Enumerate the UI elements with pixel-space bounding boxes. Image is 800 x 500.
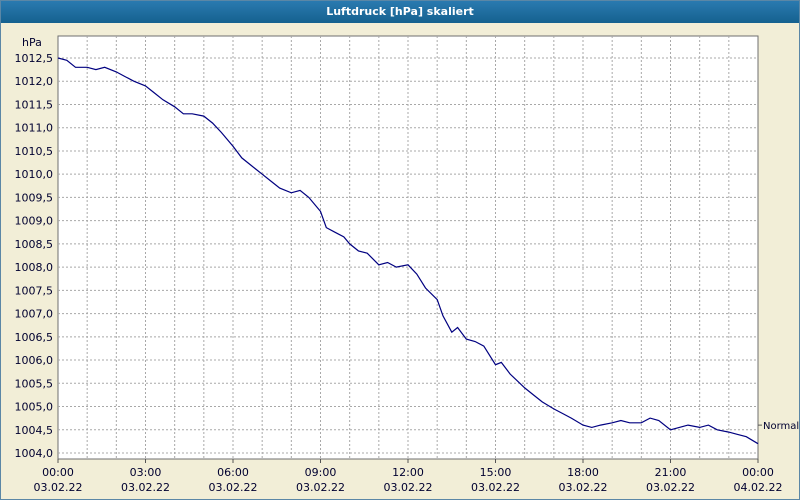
- svg-text:1011,0: 1011,0: [15, 122, 54, 135]
- pressure-line: [57, 57, 759, 445]
- svg-text:1007,5: 1007,5: [15, 284, 54, 297]
- svg-text:1012,5: 1012,5: [15, 52, 54, 65]
- svg-text:03.02.22: 03.02.22: [296, 481, 345, 494]
- svg-text:03.02.22: 03.02.22: [646, 481, 695, 494]
- svg-text:1005,0: 1005,0: [15, 401, 54, 414]
- normal-annotation: Normal: [758, 421, 799, 432]
- svg-text:1005,5: 1005,5: [15, 377, 54, 390]
- svg-text:1007,0: 1007,0: [15, 308, 54, 321]
- y-axis-labels: 1012,5 1012,0 1011,5 1011,0 1010,5 1010,0 1009…: [15, 52, 54, 460]
- x-axis-labels: 00:00 03.02.22 03:00 03.02.22 06:00 03.02.22 0…: [34, 459, 783, 494]
- svg-text:1004,5: 1004,5: [15, 424, 54, 437]
- svg-text:00:00: 00:00: [742, 466, 774, 479]
- svg-text:1009,0: 1009,0: [15, 215, 54, 228]
- svg-text:00:00: 00:00: [42, 466, 74, 479]
- svg-text:06:00: 06:00: [217, 466, 249, 479]
- y-axis-unit-label: hPa: [22, 36, 42, 49]
- svg-text:03:00: 03:00: [130, 466, 162, 479]
- svg-text:21:00: 21:00: [655, 466, 687, 479]
- svg-text:1006,0: 1006,0: [15, 354, 54, 367]
- svg-text:04.02.22: 04.02.22: [734, 481, 783, 494]
- svg-text:15:00: 15:00: [480, 466, 512, 479]
- svg-text:03.02.22: 03.02.22: [384, 481, 433, 494]
- svg-text:18:00: 18:00: [567, 466, 599, 479]
- svg-text:1012,0: 1012,0: [15, 75, 54, 88]
- svg-text:1010,0: 1010,0: [15, 168, 54, 181]
- svg-text:1009,5: 1009,5: [15, 191, 54, 204]
- svg-text:03.02.22: 03.02.22: [209, 481, 258, 494]
- svg-text:Normal: Normal: [763, 421, 799, 432]
- chart-svg: hPa1012,51012,01011,51011,01010,51010,01…: [15, 35, 799, 494]
- svg-text:1006,5: 1006,5: [15, 331, 54, 344]
- svg-text:1010,5: 1010,5: [15, 145, 54, 158]
- svg-text:03.02.22: 03.02.22: [559, 481, 608, 494]
- chart-area: hPa 1012,5 1012,0 1011,5 1011,0 1010,5 1010,0 1…: [1, 23, 799, 499]
- svg-text:03.02.22: 03.02.22: [34, 481, 83, 494]
- svg-text:03.02.22: 03.02.22: [471, 481, 520, 494]
- window-title: Luftdruck [hPa] skaliert: [326, 5, 474, 18]
- svg-text:03.02.22: 03.02.22: [121, 481, 170, 494]
- svg-text:12:00: 12:00: [392, 466, 424, 479]
- svg-text:09:00: 09:00: [305, 466, 337, 479]
- grid-lines: [58, 36, 758, 459]
- svg-text:1008,5: 1008,5: [15, 238, 54, 251]
- titlebar: Luftdruck [hPa] skaliert: [1, 1, 799, 23]
- svg-text:1008,0: 1008,0: [15, 261, 54, 274]
- svg-text:1004,0: 1004,0: [15, 447, 54, 460]
- svg-text:1011,5: 1011,5: [15, 98, 54, 111]
